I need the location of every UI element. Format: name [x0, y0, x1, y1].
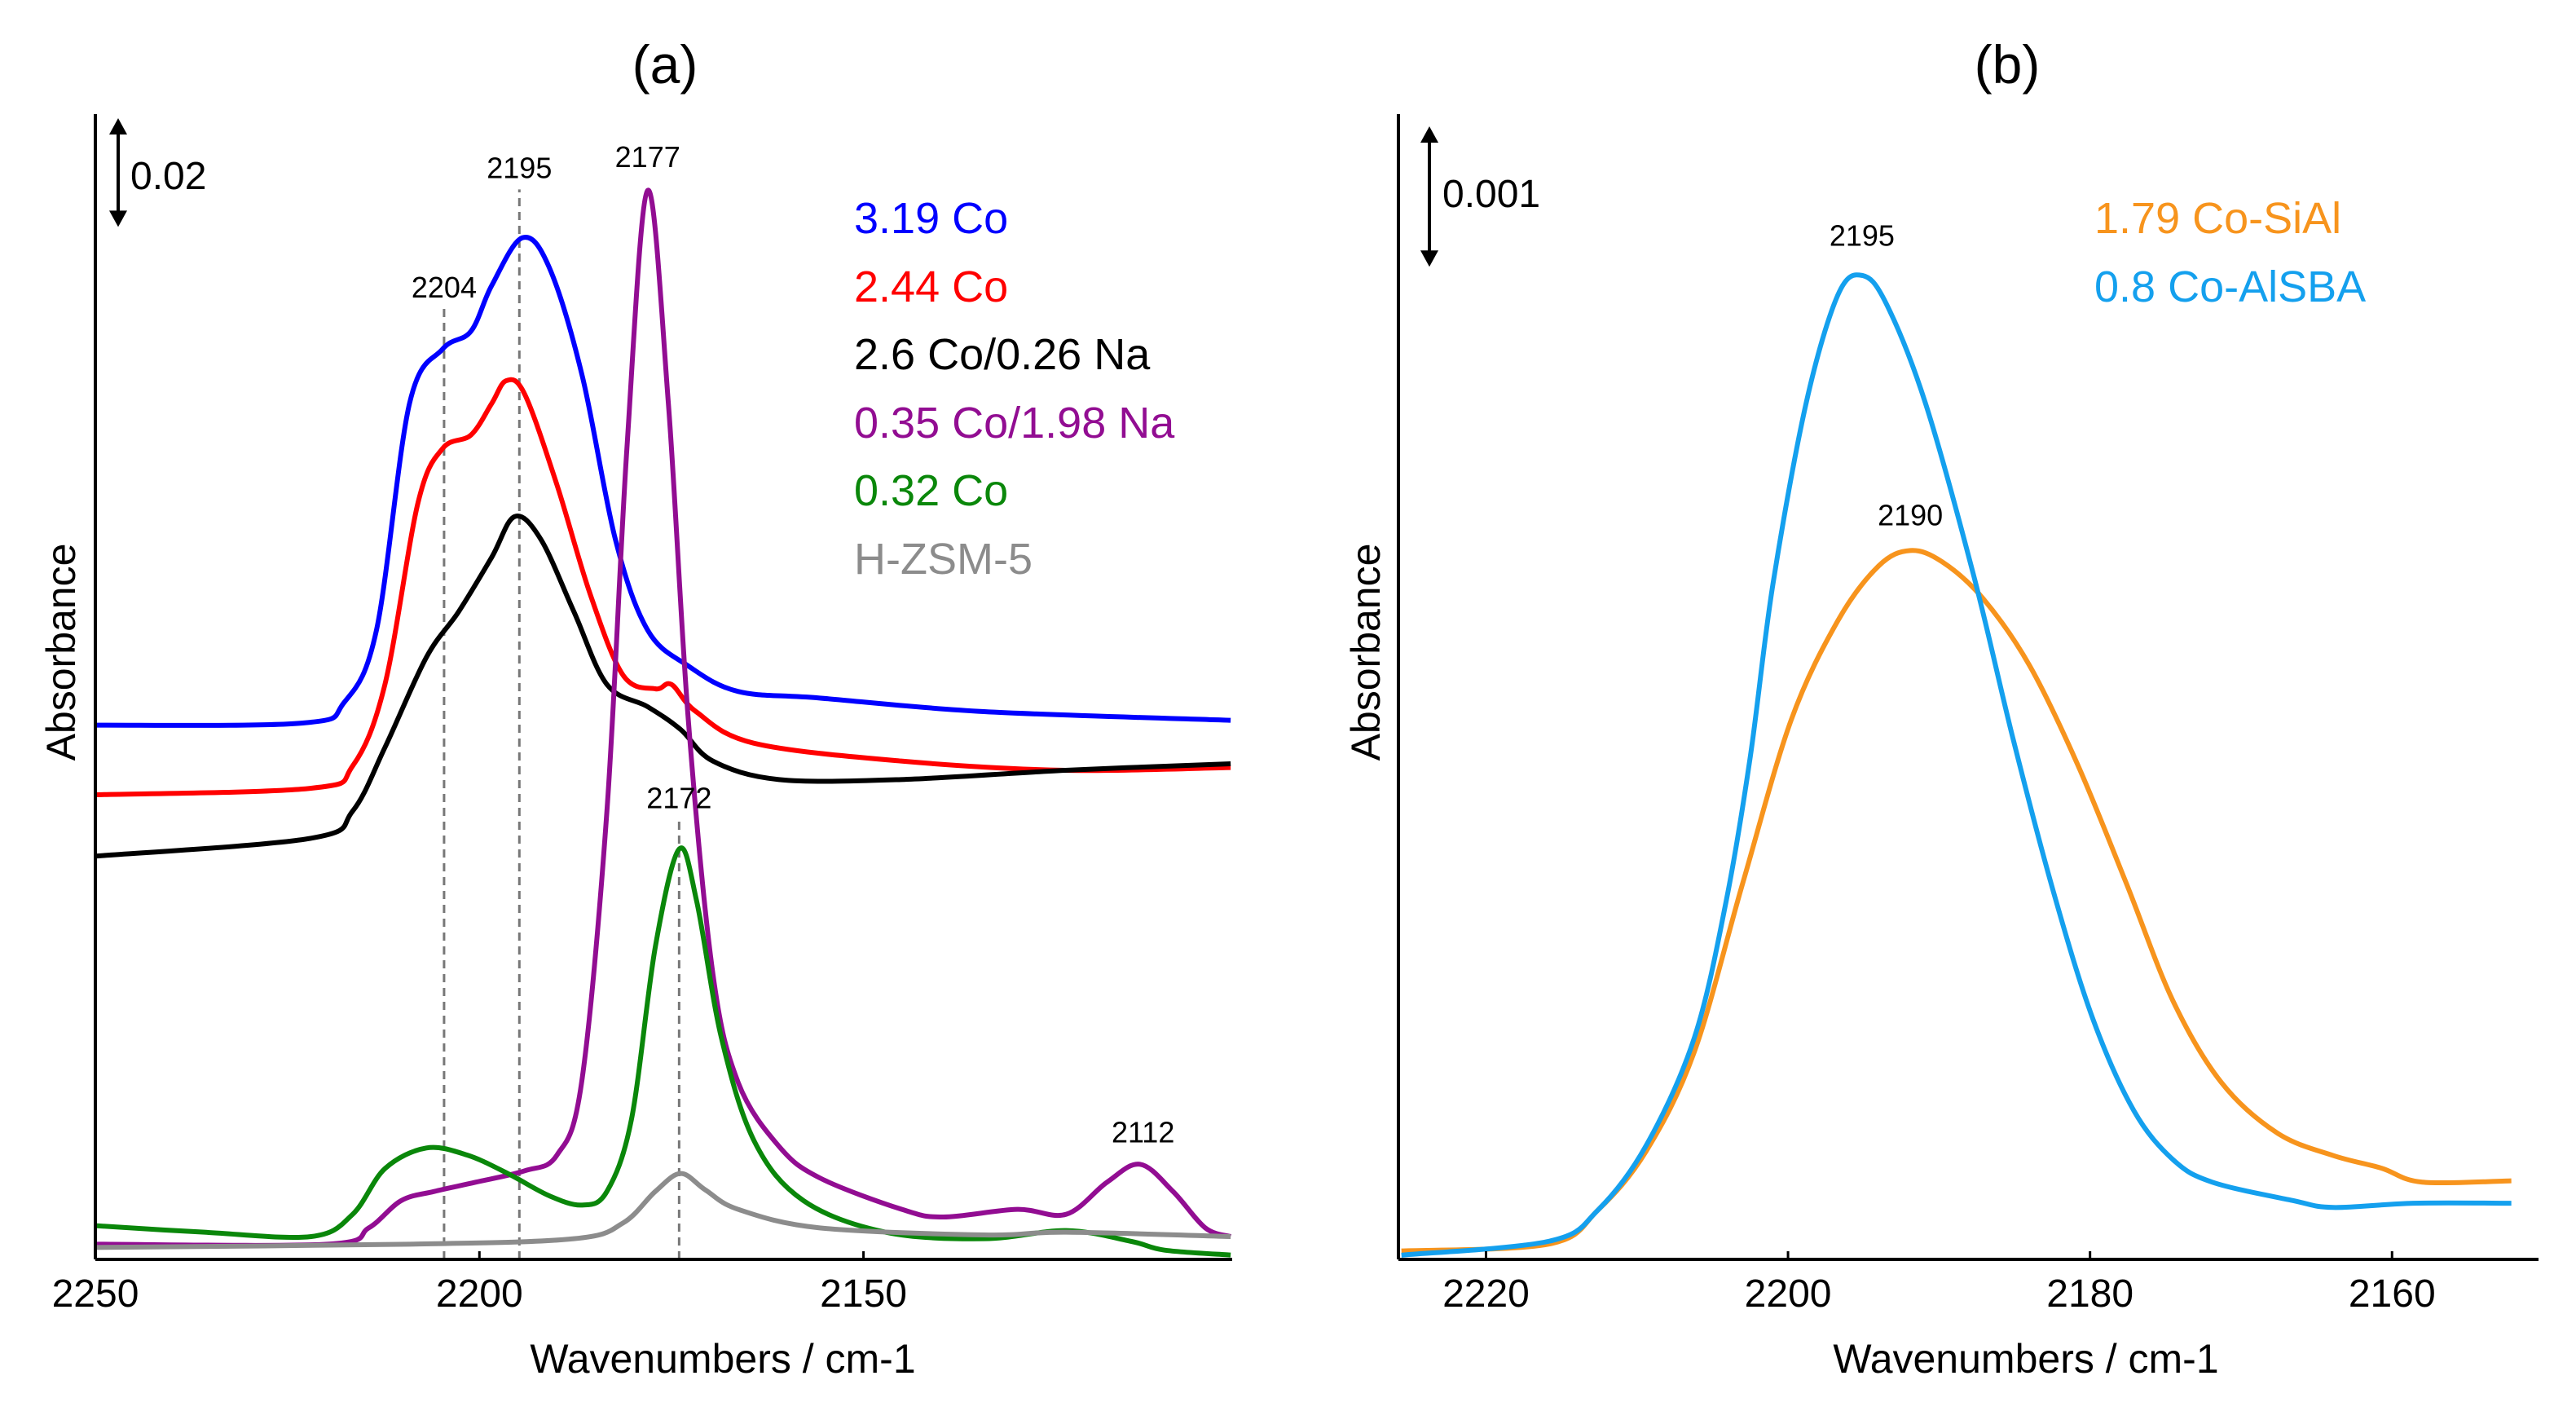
legend-entry: 0.35 Co/1.98 Na: [854, 399, 1175, 448]
scale-bar-arrow-up-icon: [1420, 126, 1438, 143]
series-line-3-19-co: [95, 235, 1231, 728]
panel-b-xlabel: Wavenumbers / cm-1: [1833, 1336, 2218, 1382]
scale-bar-arrow-down-icon: [1420, 250, 1438, 267]
legend-entry: 2.44 Co: [854, 262, 1008, 311]
panel-a-xlabel: Wavenumbers / cm-1: [530, 1336, 915, 1382]
panel-b-title: (b): [1975, 34, 2041, 95]
peak-label: 2112: [1112, 1116, 1174, 1149]
panel-a-ylabel: Absorbance: [38, 544, 84, 761]
x-tick-label: 2200: [1745, 1272, 1832, 1316]
peak-label: 2172: [646, 782, 711, 815]
series-line-0-8-co-alsba: [1401, 272, 2512, 1258]
legend-entry: 0.32 Co: [854, 466, 1008, 515]
x-tick-label: 2220: [1442, 1272, 1530, 1316]
legend-entry: 3.19 Co: [854, 194, 1008, 243]
scale-bar-arrow-up-icon: [109, 118, 127, 134]
series-line-0-32-co: [95, 845, 1231, 1258]
panel-a: (a) Wavenumbers / cm-1 Absorbance 0.02 3…: [38, 34, 1232, 1382]
panel-a-legend: 3.19 Co 2.44 Co 2.6 Co/0.26 Na 0.35 Co/1…: [854, 194, 1175, 584]
series-line-2-44-co: [95, 377, 1231, 797]
panel-b-legend: 1.79 Co-SiAl 0.8 Co-AlSBA: [2094, 194, 2366, 311]
panel-b: (b) Wavenumbers / cm-1 Absorbance 0.001 …: [1343, 34, 2539, 1382]
series-line-2-6-co-0-26-na: [95, 514, 1231, 859]
series-line-1-79-co-sial: [1401, 548, 2512, 1254]
scale-bar-arrow-down-icon: [109, 210, 127, 227]
peak-label: 2195: [1830, 219, 1895, 253]
x-tick-label: 2250: [52, 1272, 139, 1316]
peak-label: 2190: [1878, 498, 1943, 531]
x-tick-label: 2150: [820, 1272, 907, 1316]
panel-a-scale-bar-label: 0.02: [130, 155, 206, 198]
legend-entry: 0.8 Co-AlSBA: [2094, 262, 2366, 311]
peak-label: 2177: [615, 140, 680, 174]
x-tick-label: 2160: [2349, 1272, 2436, 1316]
legend-entry: 2.6 Co/0.26 Na: [854, 330, 1151, 379]
peak-label: 2195: [487, 151, 552, 184]
panel-a-title: (a): [632, 34, 698, 95]
legend-entry: 1.79 Co-SiAl: [2094, 194, 2341, 243]
series-line-h-zsm-5: [95, 1171, 1231, 1250]
legend-entry: H-ZSM-5: [854, 535, 1033, 584]
panel-a-plot-area: 2204 2195 2177 2172 2112: [95, 140, 1232, 1259]
x-tick-label: 2180: [2046, 1272, 2133, 1316]
x-tick-label: 2200: [436, 1272, 523, 1316]
peak-label: 2204: [412, 271, 477, 304]
panel-b-scale-bar-label: 0.001: [1442, 173, 1540, 216]
panel-b-plot-area: 2195 2190: [1401, 219, 2512, 1258]
series-line-0-35-co-1-98-na: [95, 187, 1232, 1248]
panel-b-ylabel: Absorbance: [1343, 544, 1389, 761]
